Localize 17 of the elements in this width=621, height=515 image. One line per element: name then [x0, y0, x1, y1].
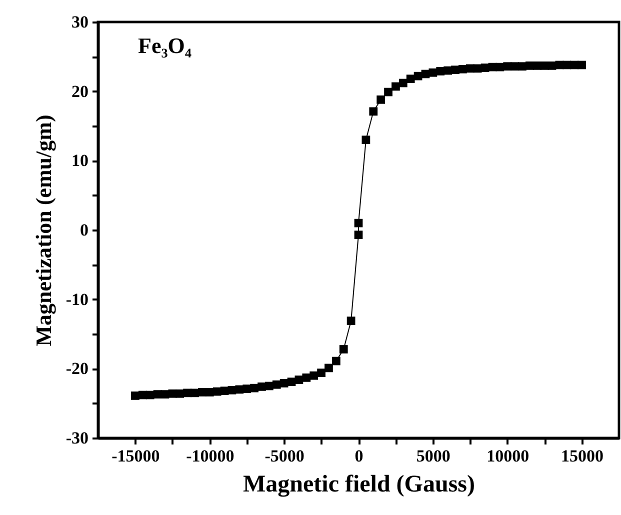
- x-tick-label: -5000: [264, 446, 304, 466]
- y-axis-title: Magnetization (emu/gm): [30, 114, 56, 346]
- x-tick-label: -15000: [112, 446, 160, 466]
- y-tick-label: 0: [80, 220, 88, 240]
- x-tick-label: -10000: [186, 446, 234, 466]
- x-tick-label: 15000: [561, 446, 604, 466]
- y-tick-label: -20: [66, 359, 88, 378]
- y-tick-label: -30: [66, 428, 88, 448]
- x-tick-label: 10000: [486, 446, 530, 466]
- y-tick-label: -10: [66, 290, 88, 309]
- x-axis-title: Magnetic field (Gauss): [243, 472, 475, 498]
- y-tick-label: 20: [72, 82, 88, 101]
- annotation: Fe₃O₄: [138, 33, 192, 58]
- y-tick-label: 30: [72, 12, 88, 32]
- y-tick-label: 10: [72, 151, 88, 170]
- x-tick-label: 5000: [416, 446, 450, 466]
- x-tick-label: 0: [354, 446, 364, 466]
